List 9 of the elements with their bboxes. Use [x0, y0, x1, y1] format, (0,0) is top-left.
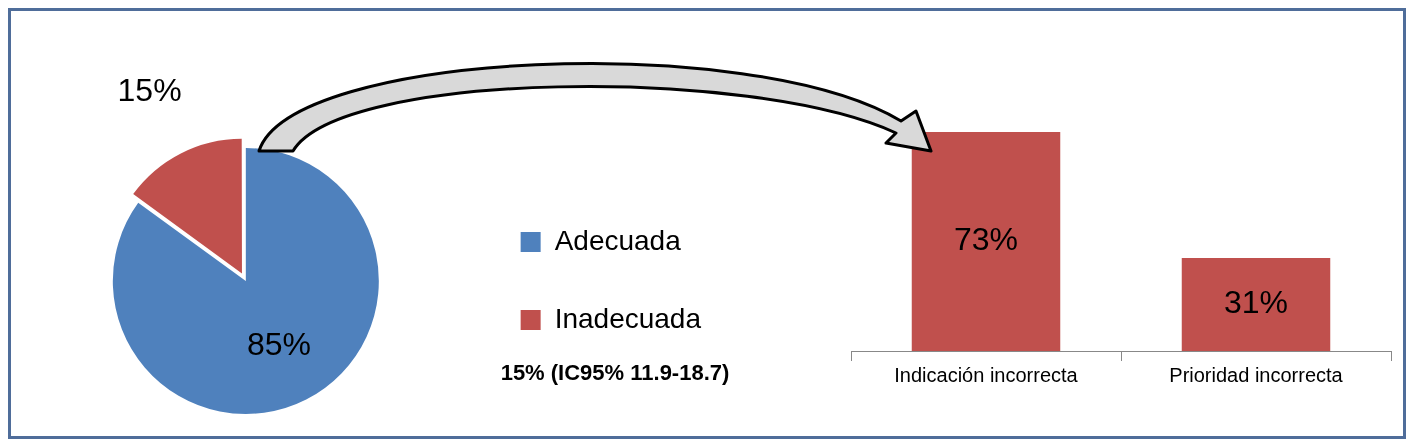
- data-label: 31%: [1223, 284, 1289, 321]
- data-label: 73%: [953, 221, 1019, 258]
- legend-label: Adecuada: [554, 224, 682, 256]
- x-tick-label: Prioridad incorrecta: [1169, 363, 1344, 386]
- data-label: 15%: [117, 71, 182, 108]
- x-tick-label: Indicación incorrecta: [894, 363, 1079, 386]
- text: 15% (IC95% 11.9-18.7): [500, 360, 730, 386]
- legend-label: Inadecuada: [554, 302, 702, 334]
- data-label: 85%: [247, 326, 312, 363]
